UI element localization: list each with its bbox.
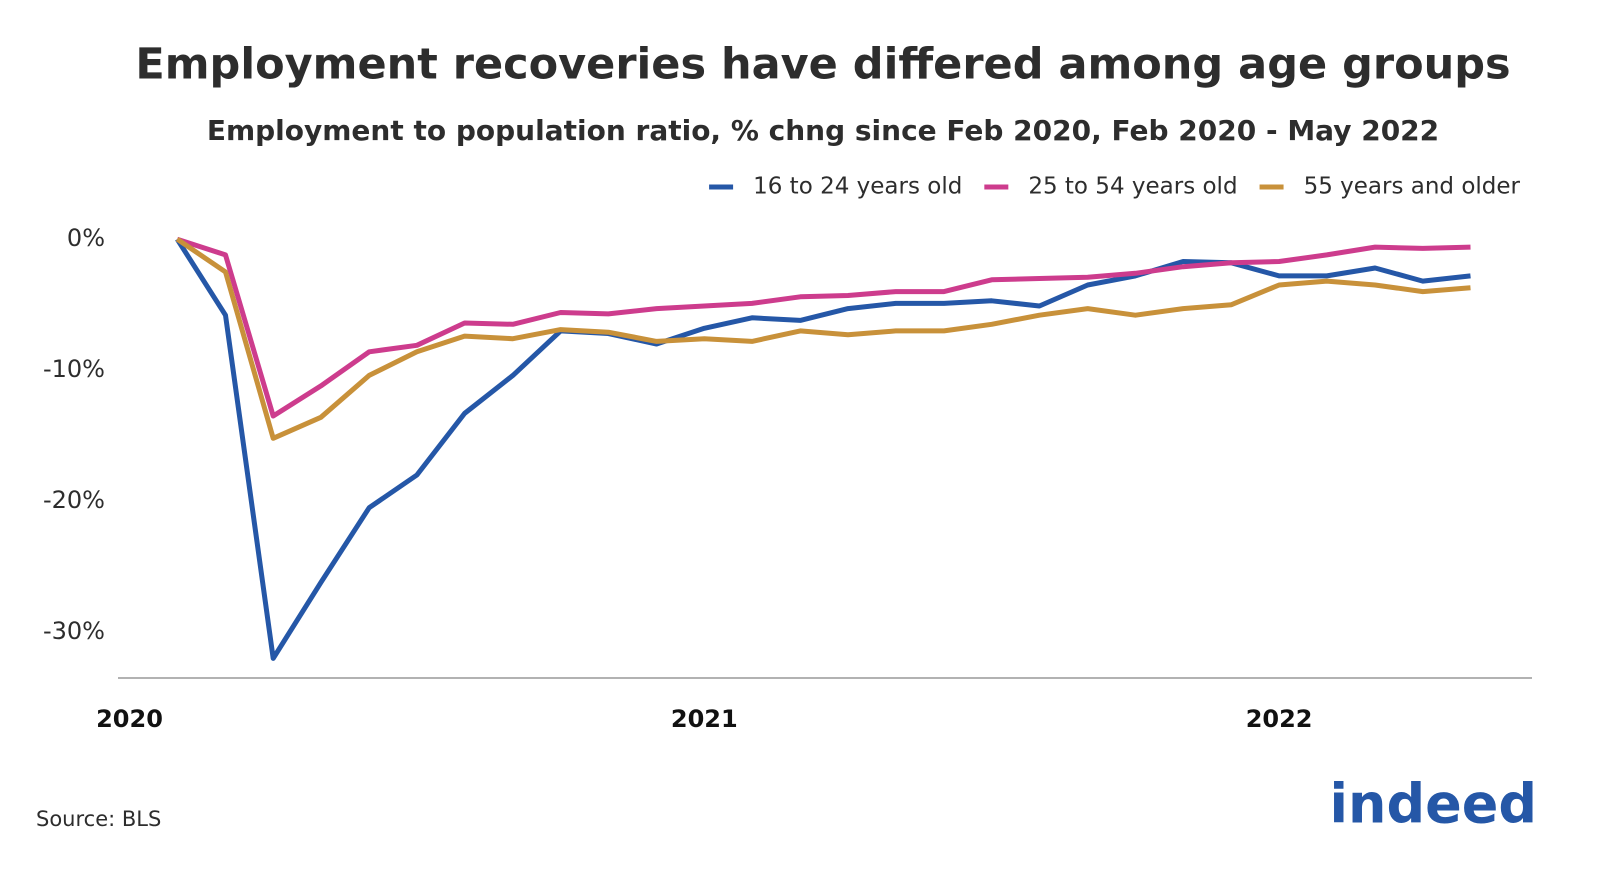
chart-title: Employment recoveries have differed amon… bbox=[135, 40, 1510, 90]
legend-label: 16 to 24 years old bbox=[753, 174, 962, 200]
y-tick-label: -10% bbox=[43, 355, 105, 383]
legend-label: 55 years and older bbox=[1304, 174, 1521, 200]
x-tick-label: 2021 bbox=[671, 705, 738, 733]
y-tick-label: -20% bbox=[43, 486, 105, 514]
series-line bbox=[175, 237, 1471, 661]
chart-subtitle: Employment to population ratio, % chng s… bbox=[207, 114, 1439, 147]
series-line bbox=[175, 237, 1471, 441]
x-tick-label: 2020 bbox=[96, 705, 163, 733]
legend-label: 25 to 54 years old bbox=[1028, 174, 1237, 200]
source: Source: BLS bbox=[36, 807, 161, 831]
series-line bbox=[176, 236, 1471, 419]
y-tick-label: 0% bbox=[67, 224, 105, 252]
x-tick-label: 2022 bbox=[1246, 705, 1313, 733]
y-tick-label: -30% bbox=[43, 617, 105, 645]
logo: indeed bbox=[1329, 773, 1537, 836]
